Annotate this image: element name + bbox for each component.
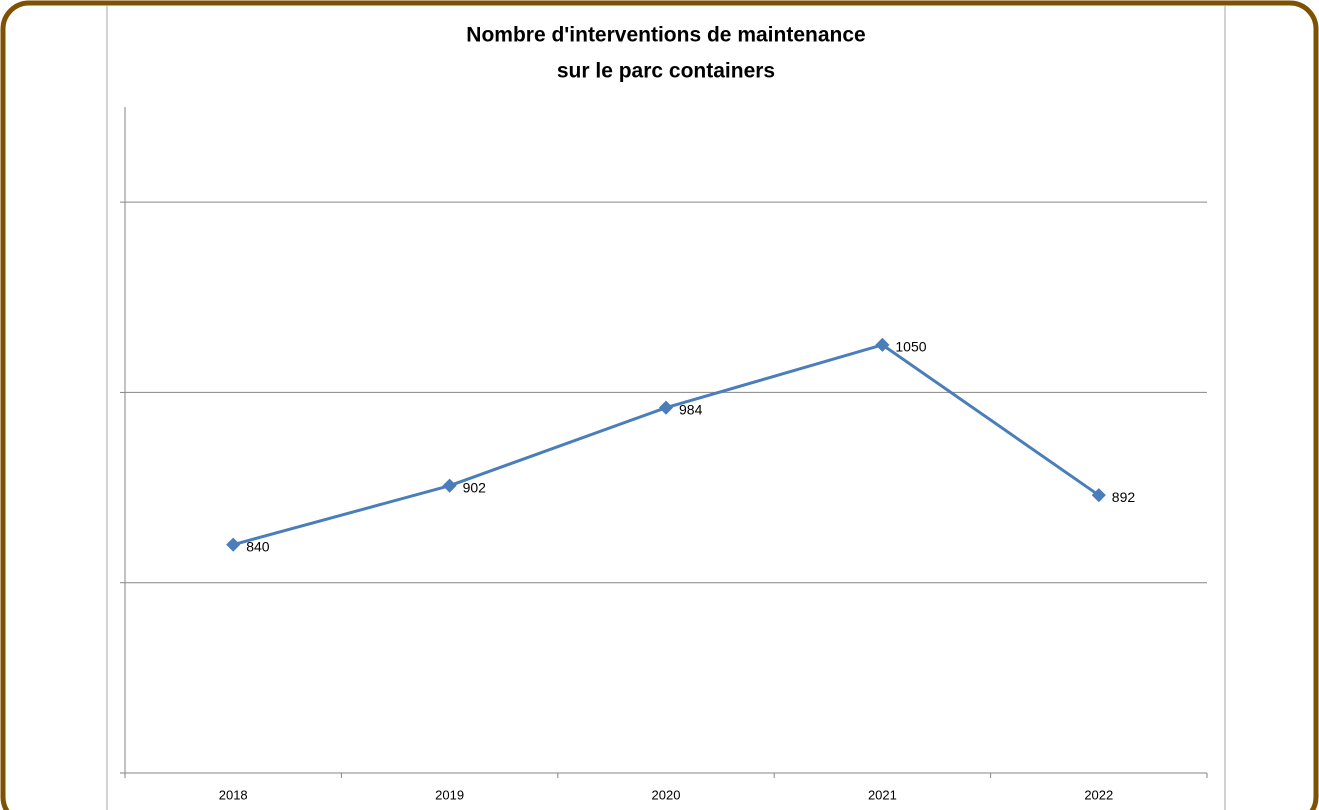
marker — [226, 537, 241, 552]
data-label: 984 — [679, 401, 703, 417]
data-label: 840 — [246, 538, 270, 554]
chart-subtitle: sur le parc containers — [557, 60, 775, 83]
marker — [1091, 488, 1106, 503]
data-label: 902 — [463, 479, 487, 495]
data-label: 1050 — [895, 339, 926, 355]
marker — [442, 478, 457, 493]
x-tick-label: 2022 — [1084, 787, 1113, 802]
chart-title: Nombre d'interventions de maintenance — [466, 24, 865, 47]
data-label: 892 — [1112, 489, 1136, 505]
x-tick-label: 2018 — [219, 787, 248, 802]
x-tick-label: 2021 — [868, 787, 897, 802]
x-tick-label: 2019 — [435, 787, 464, 802]
x-tick-label: 2020 — [652, 787, 681, 802]
marker — [875, 337, 890, 352]
marker — [658, 400, 674, 415]
